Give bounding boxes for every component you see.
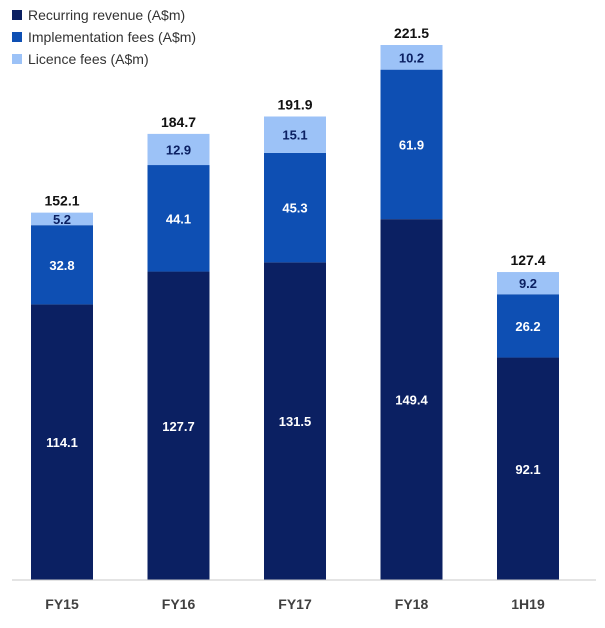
bar-segment [147, 133, 210, 166]
data-label: 15.1 [282, 128, 307, 143]
bar-segment [31, 225, 93, 305]
category-label: FY17 [278, 596, 312, 612]
data-label: 131.5 [279, 414, 312, 429]
legend: Recurring revenue (A$m) Implementation fe… [12, 7, 196, 67]
bar-segment [31, 304, 93, 580]
data-label: 5.2 [53, 212, 71, 227]
bar-segment [497, 272, 559, 295]
category-label: FY18 [395, 596, 429, 612]
bar-group-fy17: 131.5 45.3 15.1 191.9 [264, 96, 326, 580]
data-label: 32.8 [49, 258, 74, 273]
bar-group-fy15: 114.1 32.8 5.2 152.1 [31, 193, 93, 580]
legend-item-1: Implementation fees (A$m) [12, 29, 196, 45]
bar-segment [497, 357, 559, 580]
legend-label: Licence fees (A$m) [28, 51, 149, 67]
total-label: 127.4 [510, 252, 545, 268]
data-label: 149.4 [395, 393, 428, 408]
total-label: 221.5 [394, 25, 429, 41]
bar-segment [497, 294, 559, 358]
data-label: 114.1 [46, 435, 78, 450]
legend-label: Implementation fees (A$m) [28, 29, 196, 45]
legend-swatch [12, 54, 22, 64]
data-label: 92.1 [515, 462, 540, 477]
total-label: 152.1 [44, 193, 79, 209]
bar-segment [31, 212, 93, 226]
category-label: 1H19 [511, 596, 545, 612]
bar-segment [380, 219, 443, 580]
data-label: 12.9 [166, 142, 191, 157]
bar-segment [147, 271, 210, 580]
legend-item-2: Licence fees (A$m) [12, 51, 149, 67]
bar-segment [147, 165, 210, 272]
bar-group-fy16: 127.7 44.1 12.9 184.7 [147, 114, 210, 580]
legend-swatch [12, 32, 22, 42]
data-label: 26.2 [515, 319, 540, 334]
data-label: 10.2 [399, 50, 424, 65]
bar-group-fy18: 149.4 61.9 10.2 221.5 [380, 25, 443, 580]
bar-segment [264, 262, 326, 580]
bars: 114.1 32.8 5.2 152.1 127.7 44.1 12.9 184.7 131.5… [31, 25, 559, 580]
category-label: FY16 [162, 596, 196, 612]
bar-segment [264, 116, 326, 153]
bar-segment [264, 152, 326, 263]
bar-group-1h19: 92.1 26.2 9.2 127.4 [497, 252, 559, 580]
legend-swatch [12, 10, 22, 20]
legend-label: Recurring revenue (A$m) [28, 7, 185, 23]
data-label: 9.2 [519, 276, 537, 291]
data-label: 127.7 [162, 419, 195, 434]
data-label: 61.9 [399, 137, 424, 152]
bar-segment [380, 69, 443, 220]
total-label: 191.9 [277, 96, 312, 112]
category-labels: FY15 FY16 FY17 FY18 1H19 [45, 596, 545, 612]
data-label: 44.1 [166, 211, 191, 226]
bar-segment [380, 45, 443, 70]
data-label: 45.3 [282, 201, 307, 216]
legend-item-0: Recurring revenue (A$m) [12, 7, 185, 23]
category-label: FY15 [45, 596, 79, 612]
total-label: 184.7 [161, 114, 196, 130]
